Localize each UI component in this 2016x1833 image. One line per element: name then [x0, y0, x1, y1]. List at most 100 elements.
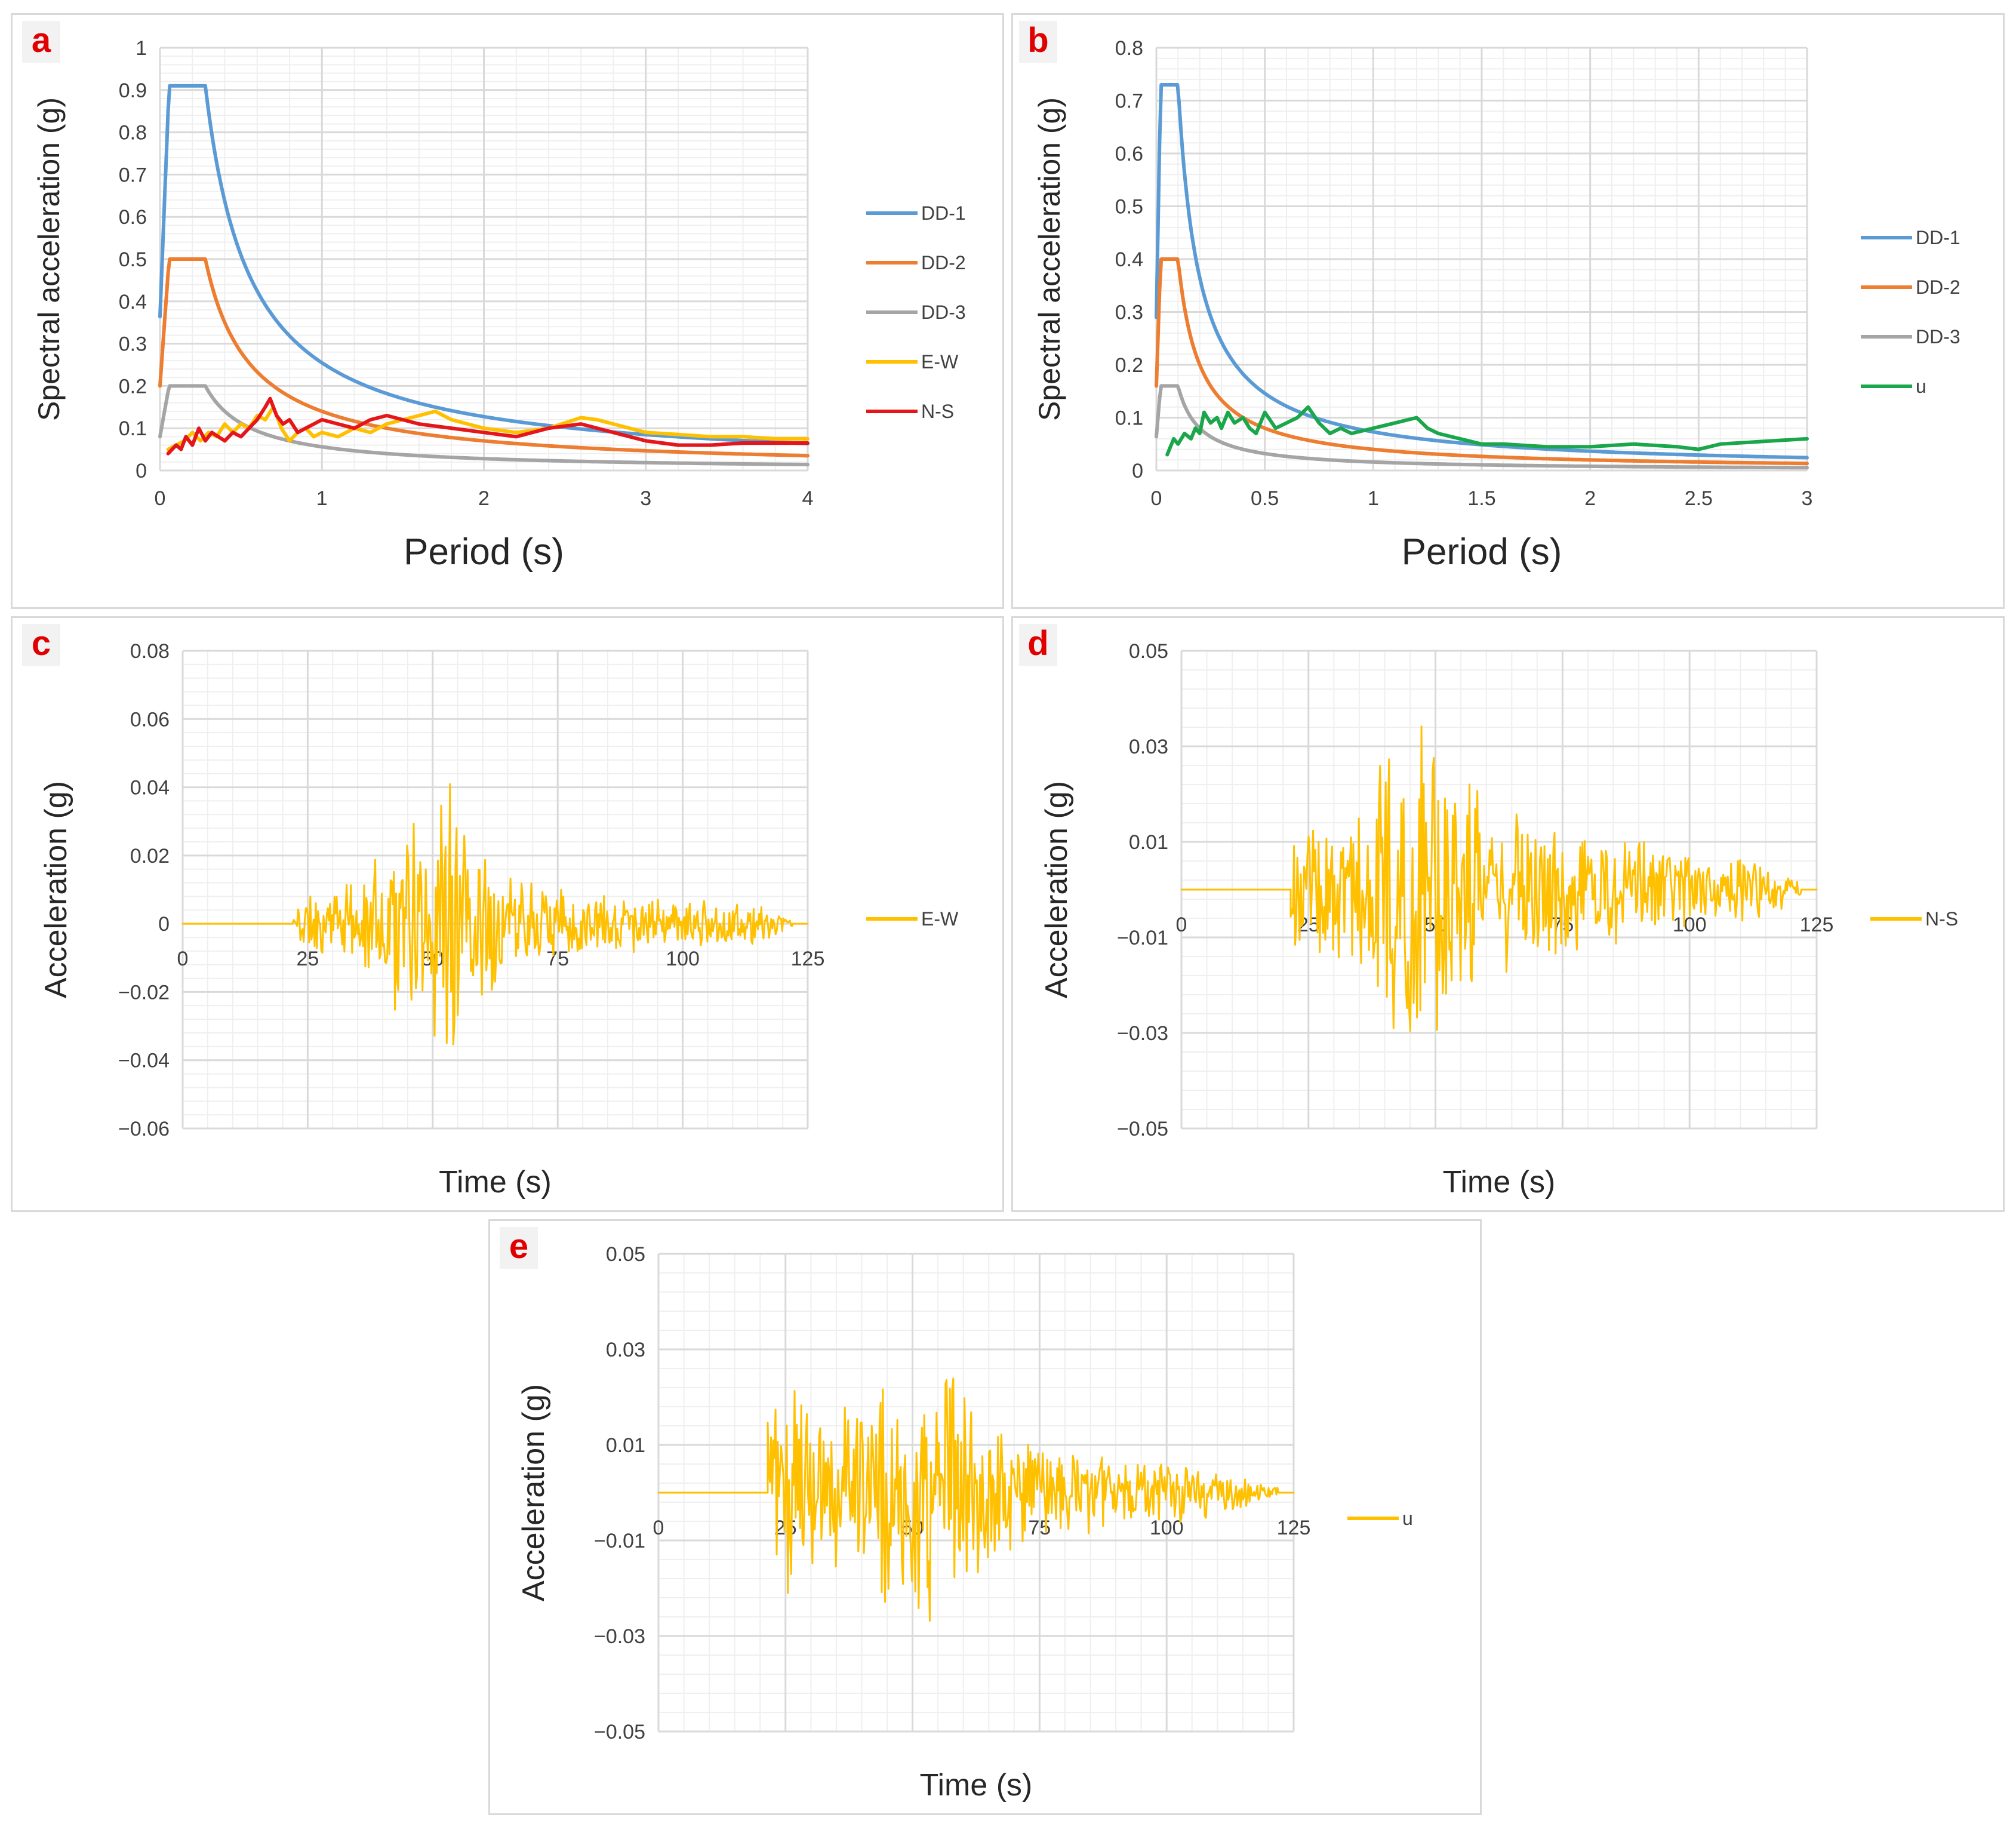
x-axis-title: Time (s) [439, 1165, 552, 1200]
legend-label: E-W [921, 908, 959, 930]
series-line-dd-3 [1155, 384, 1809, 470]
panel-e: e −0.05 −0.03 −0.01 0.01 0.03 0.05 0 25 50 75 100 12… [488, 1219, 1482, 1815]
x-tick-label: 100 [1673, 914, 1707, 936]
minor-grid [183, 651, 808, 1128]
x-tick-label: 100 [1150, 1517, 1184, 1539]
x-tick-label: 1.5 [1467, 487, 1495, 510]
panel-d: d −0.05 −0.03 −0.01 0.01 0.03 0.05 0 25 50 75 100 12… [1011, 616, 2005, 1212]
chart-a: a 0 0.1 0.2 0.3 0.4 0.5 0.6 0.7 0.8 0.9 1 0 1 2 3 4 Perio… [22, 21, 966, 573]
legend-label: E-W [921, 351, 959, 373]
x-tick-label: 4 [802, 487, 814, 510]
y-tick-label: −0.02 [118, 981, 170, 1004]
panel-a: a 0 0.1 0.2 0.3 0.4 0.5 0.6 0.7 0.8 0.9 1 0 1 2 3 4 Perio… [11, 13, 1004, 609]
y-tick-label: 0.6 [1115, 143, 1143, 165]
y-tick-label: 0.3 [119, 333, 147, 356]
series-group [158, 84, 810, 467]
series-line-u [1165, 405, 1809, 457]
y-tick-label: 0.7 [119, 164, 147, 186]
y-tick-label: −0.01 [1117, 927, 1168, 949]
series-line-dd-1 [158, 84, 810, 445]
series-line-dd-3 [158, 384, 810, 467]
y-tick-label: 0.03 [606, 1339, 645, 1361]
x-axis-title: Period (s) [404, 531, 564, 573]
series-group [1180, 725, 1818, 1032]
series-line-e-w [166, 405, 810, 451]
major-grid [1155, 47, 1808, 472]
series-group [657, 1377, 1295, 1622]
y-axis-title: Spectral acceleration (g) [32, 97, 66, 421]
x-axis-title: Time (s) [920, 1768, 1033, 1803]
y-tick-label: 0.5 [119, 248, 147, 271]
y-tick-label: 0 [136, 460, 147, 482]
major-grid [1180, 650, 1818, 1130]
x-tick-label: 0 [653, 1517, 664, 1539]
y-tick-label: 0.8 [119, 122, 147, 144]
y-tick-label: 0.05 [1129, 640, 1168, 663]
panel-c: c −0.06 −0.04 −0.02 0 0.02 0.04 0.06 0.08 0 25 50 75… [11, 616, 1004, 1212]
y-tick-label: −0.05 [1117, 1118, 1168, 1140]
legend-label: DD-2 [1916, 276, 1960, 298]
chart-d: d−0.05−0.03−0.010.010.030.050 25 50 75 100 12… [1019, 624, 1958, 1200]
legend-label: u [1402, 1508, 1413, 1529]
y-tick-label: 0.4 [119, 291, 147, 313]
chart-b: b 0 0.1 0.2 0.3 0.4 0.5 0.6 0.7 0.8 0 0.5 1 1.5 2 2.5 3 P… [1019, 21, 1960, 573]
y-tick-label: −0.04 [118, 1050, 170, 1072]
x-tick-label: 2 [1584, 487, 1596, 510]
legend-label: DD-2 [921, 252, 966, 273]
y-tick-label: 0.2 [119, 375, 147, 398]
legend-label: N-S [1925, 908, 1958, 930]
x-tick-label: 25 [296, 948, 319, 970]
panel-letter: e [509, 1227, 528, 1266]
series-line-u [657, 1377, 1295, 1622]
minor-grid [1181, 651, 1817, 1128]
series-line-e-w [181, 783, 809, 1045]
x-tick-label: 125 [1800, 914, 1834, 936]
y-tick-label: 0.9 [119, 79, 147, 102]
x-tick-label: 125 [791, 948, 825, 970]
panel-letter: d [1027, 624, 1048, 663]
chart-e: e−0.05−0.03−0.010.010.030.050 25 50 75 100 12… [500, 1227, 1413, 1803]
panel-letter-bg [1019, 624, 1057, 666]
y-tick-label: 0.8 [1115, 37, 1143, 60]
y-tick-label: 0.01 [606, 1434, 645, 1457]
y-tick-label: 0.1 [1115, 407, 1143, 430]
x-tick-label: 0.5 [1251, 487, 1279, 510]
x-tick-label: 125 [1277, 1517, 1311, 1539]
y-tick-label: 1 [136, 37, 147, 60]
y-tick-label: 0.6 [119, 206, 147, 229]
major-grid [181, 650, 809, 1130]
y-tick-label: 0.06 [130, 708, 170, 731]
series-line-n-s [1180, 725, 1818, 1032]
y-tick-label: −0.01 [594, 1530, 645, 1552]
y-tick-label: −0.06 [118, 1118, 170, 1140]
y-axis-title: Acceleration (g) [1039, 781, 1074, 998]
y-tick-label: −0.03 [594, 1625, 645, 1648]
y-tick-label: 0.3 [1115, 302, 1143, 324]
x-tick-label: 0 [1176, 914, 1187, 936]
panel-letter-bg [22, 21, 60, 63]
panel-letter-bg [22, 624, 60, 666]
y-tick-label: 0.05 [606, 1243, 645, 1266]
x-tick-label: 0 [177, 948, 189, 970]
x-axis-title: Period (s) [1402, 531, 1562, 573]
y-tick-label: 0.2 [1115, 354, 1143, 377]
y-tick-label: 0.1 [119, 417, 147, 440]
series-line-dd-2 [1155, 257, 1809, 466]
x-tick-label: 1 [1368, 487, 1379, 510]
y-tick-label: −0.05 [594, 1721, 645, 1743]
legend-label: u [1916, 376, 1926, 397]
y-axis-title: Spectral acceleration (g) [1033, 97, 1066, 421]
y-tick-label: −0.03 [1117, 1022, 1168, 1045]
y-tick-label: 0.7 [1115, 90, 1143, 113]
y-tick-label: 0 [158, 913, 170, 936]
series-group [181, 783, 809, 1045]
x-tick-label: 0 [1151, 487, 1162, 510]
legend-label: DD-1 [1916, 227, 1960, 248]
y-tick-label: 0 [1132, 460, 1143, 482]
panel-letter: a [32, 21, 51, 60]
legend-label: DD-1 [921, 202, 966, 224]
legend-label: DD-3 [1916, 326, 1960, 347]
y-axis-title: Acceleration (g) [516, 1384, 551, 1601]
x-tick-label: 75 [546, 948, 569, 970]
x-tick-label: 75 [1028, 1517, 1051, 1539]
